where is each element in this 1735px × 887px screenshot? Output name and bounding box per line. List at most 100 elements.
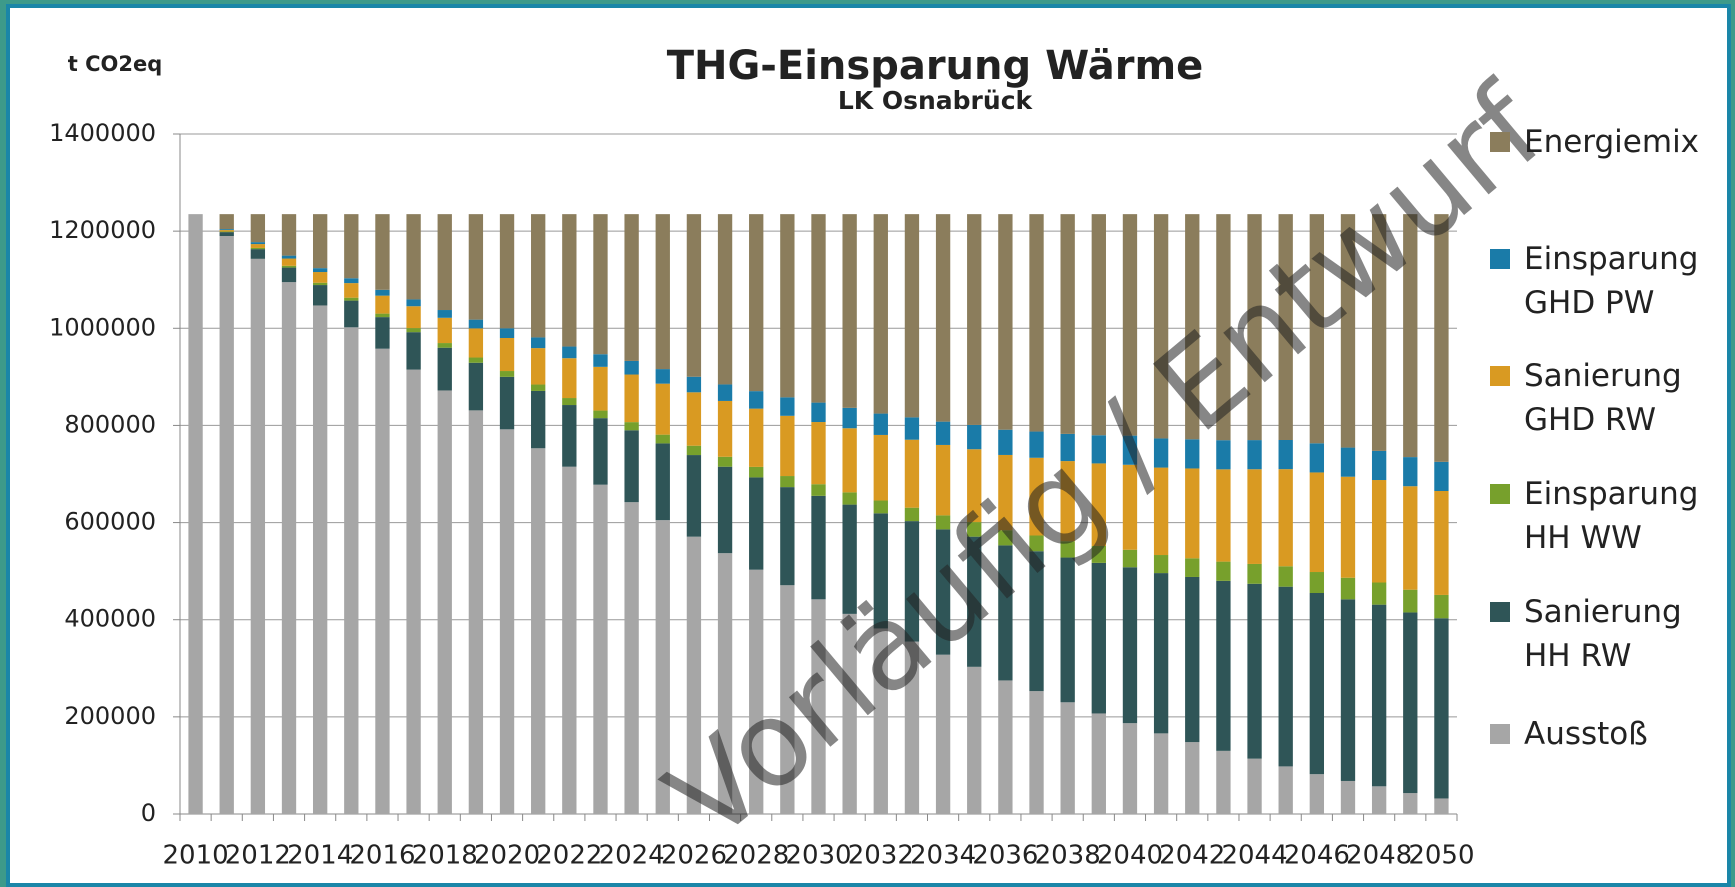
bar-segment xyxy=(468,357,484,363)
legend-label: Ausstoß xyxy=(1524,716,1648,752)
bar-segment xyxy=(188,214,203,815)
y-tick-label: 200000 xyxy=(64,702,156,730)
bar-segment xyxy=(593,354,608,367)
bar-segment xyxy=(1371,786,1387,814)
x-tick-label: 2014 xyxy=(287,841,353,871)
bar-segment xyxy=(1122,723,1138,814)
bar-segment xyxy=(1371,604,1387,787)
bar-segment xyxy=(250,249,266,259)
bar-segment xyxy=(344,300,359,328)
bar-segment xyxy=(1216,440,1231,470)
bar-segment xyxy=(1340,214,1356,448)
y-tick-label: 1200000 xyxy=(49,216,156,244)
bar-segment xyxy=(437,317,452,344)
legend-label: Sanierung HH RW xyxy=(1524,594,1682,674)
bar-segment xyxy=(686,214,702,377)
bar-segment xyxy=(655,369,670,384)
bar-segment xyxy=(998,214,1013,430)
x-tick-label: 2026 xyxy=(661,841,727,871)
bar-segment xyxy=(499,328,515,338)
bar-segment xyxy=(624,214,639,361)
bar-segment xyxy=(281,282,297,815)
x-tick-label: 2028 xyxy=(723,841,789,871)
bar-segment xyxy=(1403,457,1418,487)
bar-segment xyxy=(375,313,390,318)
bar-segment xyxy=(686,455,702,537)
bar-segment xyxy=(1122,567,1138,724)
bar-segment xyxy=(780,476,795,488)
bar-segment xyxy=(1091,562,1106,714)
bar-segment xyxy=(1403,486,1418,590)
bar-segment xyxy=(780,214,795,398)
x-tick-label: 2020 xyxy=(474,841,540,871)
bar-segment xyxy=(219,214,234,230)
bar-segment xyxy=(1153,573,1169,734)
bar-segment xyxy=(1340,599,1356,781)
bar-segment xyxy=(344,214,359,279)
bar-segment xyxy=(1185,468,1200,559)
bar-segment xyxy=(717,456,733,467)
bar-segment xyxy=(1309,214,1325,444)
bar-segment xyxy=(1122,214,1138,436)
bar-segment xyxy=(1153,733,1169,814)
bar-segment xyxy=(717,384,733,401)
legend-swatch xyxy=(1490,484,1510,504)
bar-segment xyxy=(749,391,764,409)
bar-segment xyxy=(1371,450,1387,481)
legend-item: Einsparung HH WW xyxy=(1490,472,1710,560)
x-tick-label: 2018 xyxy=(412,841,478,871)
bar-segment xyxy=(437,347,452,391)
bar-segment xyxy=(780,585,795,814)
bar-segment xyxy=(935,654,951,814)
legend-label: Energiemix xyxy=(1524,124,1700,160)
bar-segment xyxy=(531,214,546,338)
bar-segment xyxy=(998,545,1013,681)
bar-segment xyxy=(780,415,795,477)
bar-segment xyxy=(406,306,421,329)
legend-swatch xyxy=(1490,366,1510,386)
bar-segment xyxy=(1091,463,1106,546)
bar-segment xyxy=(935,515,951,530)
bar-segment xyxy=(219,229,234,231)
bar-segment xyxy=(624,430,639,503)
bar-segment xyxy=(1029,551,1044,692)
x-tick-label: 2048 xyxy=(1346,841,1412,871)
x-tick-label: 2034 xyxy=(910,841,976,871)
legend-swatch xyxy=(1490,249,1510,269)
bar-segment xyxy=(219,230,234,232)
bar-segment xyxy=(686,376,702,393)
bar-segment xyxy=(655,434,670,444)
bar-segment xyxy=(624,422,639,431)
bar-segment xyxy=(593,410,608,419)
y-tick-label: 1000000 xyxy=(49,313,156,341)
bar-segment xyxy=(998,429,1013,455)
bar-segment xyxy=(686,536,702,814)
bar-segment xyxy=(375,295,390,314)
bar-segment xyxy=(1278,440,1293,470)
bar-segment xyxy=(344,278,359,284)
bar-segment xyxy=(749,466,764,478)
bar-segment xyxy=(780,487,795,586)
bar-segment xyxy=(1216,214,1231,441)
bar-segment xyxy=(749,569,764,814)
bar-segment xyxy=(312,285,328,306)
bar-segment xyxy=(1091,214,1106,436)
bar-segment xyxy=(1309,472,1325,573)
y-tick-label: 400000 xyxy=(64,605,156,633)
bar-segment xyxy=(375,289,390,296)
bar-segment xyxy=(1153,555,1169,574)
bar-segment xyxy=(1247,214,1262,441)
bar-segment xyxy=(1029,457,1044,536)
bar-segment xyxy=(1060,541,1075,558)
bar-segment xyxy=(1122,549,1138,568)
bar-segment xyxy=(842,504,857,614)
bar-segment xyxy=(1247,440,1262,470)
bar-segment xyxy=(1060,702,1075,814)
bar-segment xyxy=(1371,480,1387,583)
bar-segment xyxy=(998,530,1013,546)
bar-segment xyxy=(1091,713,1106,814)
bar-segment xyxy=(967,666,982,814)
bar-segment xyxy=(811,214,826,403)
x-tick-label: 2024 xyxy=(599,841,665,871)
bar-segment xyxy=(499,371,515,377)
